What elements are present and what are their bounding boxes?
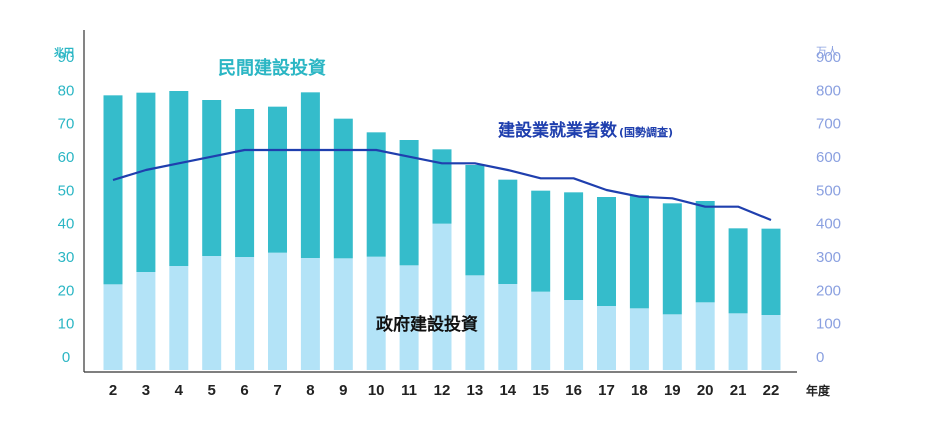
bar-public-6 xyxy=(235,257,255,370)
y-right-tick-label: 200 xyxy=(816,282,841,299)
bar-public-11 xyxy=(399,265,419,370)
y-left-tick-label: 90 xyxy=(58,49,75,66)
bar-private-22 xyxy=(761,228,781,315)
line-group xyxy=(112,148,772,222)
y-right-unit: 万人 xyxy=(816,45,838,58)
bar-private-2 xyxy=(103,95,123,285)
x-tick-label: 13 xyxy=(467,382,484,399)
y-right-tick-label: 300 xyxy=(816,249,841,266)
series-line-workers xyxy=(112,148,772,222)
y-left-tick-label: 30 xyxy=(58,249,75,266)
bar-public-21 xyxy=(728,313,748,370)
x-tick-label: 22 xyxy=(763,382,780,399)
bar-public-20 xyxy=(695,302,715,370)
x-tick-label: 14 xyxy=(499,382,516,399)
x-tick-label: 10 xyxy=(368,382,385,399)
bar-public-7 xyxy=(268,252,287,370)
y-right-tick-label: 900 xyxy=(816,49,841,66)
bar-public-3 xyxy=(136,272,156,370)
bar-public-17 xyxy=(597,306,616,370)
x-tick-label: 4 xyxy=(175,382,184,399)
y-right-tick-label: 400 xyxy=(816,216,841,233)
bar-public-13 xyxy=(465,275,485,370)
y-right-tick-label: 100 xyxy=(816,316,841,333)
x-tick-label: 20 xyxy=(697,382,714,399)
bar-private-15 xyxy=(531,190,551,292)
bar-public-18 xyxy=(629,308,649,370)
bar-public-8 xyxy=(300,258,320,370)
y-left-tick-label: 70 xyxy=(58,116,75,133)
bar-private-3 xyxy=(136,92,156,273)
series-label-public: 政府建設投資 xyxy=(376,314,478,335)
y-left-tick-label: 0 xyxy=(62,349,70,366)
x-tick-label: 3 xyxy=(142,382,150,399)
x-tick-label: 18 xyxy=(631,382,648,399)
x-tick-label: 15 xyxy=(532,382,549,399)
y-right-tick-label: 700 xyxy=(816,116,841,133)
y-left-tick-label: 80 xyxy=(58,82,75,99)
x-tick-label: 19 xyxy=(664,382,681,399)
y-left-tick-label: 50 xyxy=(58,182,75,199)
bar-public-15 xyxy=(531,291,551,370)
bar-private-19 xyxy=(662,203,682,315)
bar-private-14 xyxy=(498,179,518,284)
bar-private-7 xyxy=(268,106,287,253)
bar-private-10 xyxy=(366,132,386,257)
y-right-tick-label: 600 xyxy=(816,149,841,166)
bar-public-9 xyxy=(333,258,353,370)
bar-private-8 xyxy=(300,92,320,258)
series-label-private: 民間建設投資 xyxy=(218,57,326,79)
y-left-tick-label: 10 xyxy=(58,316,75,333)
bar-private-21 xyxy=(728,228,748,314)
x-tick-label: 7 xyxy=(273,382,281,399)
bar-private-4 xyxy=(169,91,189,266)
x-tick-label: 21 xyxy=(730,382,747,399)
bar-private-17 xyxy=(597,197,616,306)
bar-public-12 xyxy=(432,223,452,370)
bar-private-13 xyxy=(465,165,485,276)
series-label-workers: 建設業就業者数 (国勢調査) xyxy=(498,120,673,141)
x-tick-label: 17 xyxy=(598,382,615,399)
x-tick-label: 2 xyxy=(109,382,117,399)
bar-public-16 xyxy=(564,300,584,370)
bar-private-5 xyxy=(202,100,222,256)
axes-group: 2 3 4 5 6 7 8 9 10 11 12 13 14 15 16 17 18 19 20 21 22 0 10 20 3… xyxy=(58,30,841,399)
bar-private-11 xyxy=(399,140,419,266)
bars-group xyxy=(103,91,781,370)
bar-private-6 xyxy=(235,109,255,257)
x-tick-label: 8 xyxy=(306,382,314,399)
x-tick-label: 9 xyxy=(339,382,347,399)
bar-public-14 xyxy=(498,284,518,370)
y-left-unit: 兆円 xyxy=(54,46,74,59)
y-right-tick-label: 500 xyxy=(816,182,841,199)
x-unit: 年度 xyxy=(806,383,831,398)
x-tick-label: 11 xyxy=(401,382,417,399)
y-left-tick-label: 20 xyxy=(58,282,75,299)
y-left-tick-label: 60 xyxy=(58,149,75,166)
x-tick-label: 16 xyxy=(565,382,582,399)
bar-private-18 xyxy=(629,195,649,309)
bar-public-2 xyxy=(103,284,123,370)
x-tick-label: 5 xyxy=(208,382,216,399)
bar-private-20 xyxy=(695,201,715,303)
bar-private-9 xyxy=(333,118,353,259)
x-tick-label: 6 xyxy=(240,382,248,399)
x-tick-label: 12 xyxy=(434,382,451,399)
y-left-tick-label: 40 xyxy=(58,216,75,233)
series-label-workers-main: 建設業就業者数 xyxy=(498,120,618,141)
bar-public-19 xyxy=(662,314,682,370)
bar-public-22 xyxy=(761,315,781,370)
bar-public-5 xyxy=(202,256,222,370)
bar-private-16 xyxy=(564,192,584,300)
bar-public-4 xyxy=(169,266,189,370)
y-right-tick-label: 0 xyxy=(816,349,824,366)
series-label-workers-suffix: (国勢調査) xyxy=(619,125,673,139)
bar-private-12 xyxy=(432,149,452,224)
bar-public-10 xyxy=(366,256,386,370)
y-right-tick-label: 800 xyxy=(816,82,841,99)
